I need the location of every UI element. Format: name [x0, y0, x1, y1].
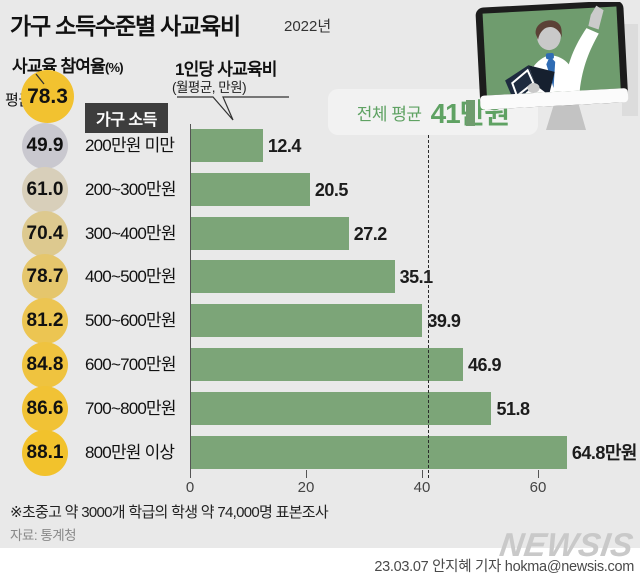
average-line: [427, 135, 429, 478]
teacher-monitor-illustration: [466, 2, 638, 130]
expense-bar: [191, 348, 464, 381]
green-tab: [466, 100, 475, 126]
participation-badge: 84.8: [22, 342, 68, 388]
bar-value-label: 51.8: [496, 398, 530, 419]
income-label: 200만원 미만: [85, 136, 175, 155]
newsis-logo: NEWSIS: [497, 526, 636, 563]
bar-value-label: 35.1: [399, 267, 434, 288]
participation-unit: (%): [104, 60, 124, 75]
participation-label: 사교육 참여율(%): [12, 52, 124, 77]
axis-tick: [422, 470, 423, 478]
per-capita-label: 1인당 사교육비: [175, 60, 277, 79]
participation-badge: 81.2: [22, 298, 68, 345]
axis-tick-label: 0: [185, 479, 195, 496]
chart-row: 70.4 300~400만원 27.2: [0, 210, 640, 257]
page-title: 가구 소득수준별 사교육비: [10, 13, 241, 39]
bar-value-label: 27.2: [353, 223, 388, 244]
per-capita-sublabel: (월평균, 만원): [172, 80, 247, 95]
income-label: 500~600만원: [85, 311, 177, 331]
participation-badge: 70.4: [22, 210, 68, 257]
monitor-stand: [546, 102, 586, 130]
participation-badge: 49.9: [22, 123, 68, 169]
bar-value-label: 39.9: [427, 311, 461, 332]
y-axis-line: [190, 124, 191, 478]
chart-row: 49.9 200만원 미만 12.4: [0, 123, 640, 169]
participation-badge: 61.0: [22, 166, 68, 213]
book-right: [528, 65, 555, 96]
expense-bar: [191, 172, 310, 206]
expense-bar: [191, 304, 423, 338]
overall-average-prefix: 전체 평균: [356, 104, 422, 124]
bar-value-label: 12.4: [267, 136, 302, 156]
pointing-hand: [588, 5, 604, 30]
left-hand: [527, 83, 540, 94]
footnote: ※초중고 약 3000개 학급의 학생 약 74,000명 표본조사: [10, 504, 329, 521]
participation-badge: 78.7: [22, 254, 68, 301]
byline-credit: 23.03.07 안지혜 기자 hokma@newsis.com: [374, 559, 634, 575]
chart-row: 61.0 200~300만원 20.5: [0, 166, 640, 213]
title-year: 2022년: [284, 18, 332, 35]
footer-strip: [0, 548, 640, 575]
income-label: 600~700만원: [85, 355, 177, 374]
expense-bar: [191, 435, 567, 469]
income-column-header: 가구 소득: [85, 103, 168, 133]
axis-tick-label: 20: [297, 479, 315, 496]
axis-tick-label: 60: [529, 479, 547, 496]
chart-row: 84.8 600~700만원 46.9: [0, 342, 640, 388]
income-label: 700~800만원: [85, 398, 177, 418]
axis-tick: [538, 470, 539, 478]
income-label: 800만원 이상: [85, 442, 175, 462]
chart-row: 81.2 500~600만원 39.9: [0, 298, 640, 345]
chart-row: 88.1 800만원 이상 64.8만원: [0, 429, 640, 476]
participation-avg-badge: 78.3: [21, 70, 74, 123]
income-label: 200~300만원: [85, 179, 177, 199]
bar-value-label: 64.8만원: [571, 442, 638, 463]
expense-bar: [191, 216, 349, 250]
income-label: 400~500만원: [85, 267, 177, 287]
chart-row: 86.6 700~800만원 51.8: [0, 385, 640, 432]
monitor-bezel: [480, 88, 629, 110]
source: 자료: 통계청: [10, 528, 77, 543]
chart-row: 78.7 400~500만원 35.1: [0, 254, 640, 301]
axis-tick-label: 40: [413, 479, 431, 496]
hair: [535, 20, 562, 40]
book-left: [505, 65, 536, 96]
teacher-figure: [505, 20, 599, 96]
book-pages: [511, 68, 535, 96]
bar-value-label: 46.9: [468, 355, 502, 375]
expense-bar: [191, 391, 492, 425]
axis-tick: [306, 470, 307, 478]
income-label: 300~400만원: [85, 223, 177, 243]
expense-bar: [191, 129, 263, 162]
bar-value-label: 20.5: [314, 179, 349, 200]
expense-bar: [191, 260, 395, 294]
participation-badge: 86.6: [22, 385, 68, 432]
participation-label-text: 사교육 참여율: [12, 57, 106, 76]
participation-badge: 88.1: [22, 429, 68, 476]
